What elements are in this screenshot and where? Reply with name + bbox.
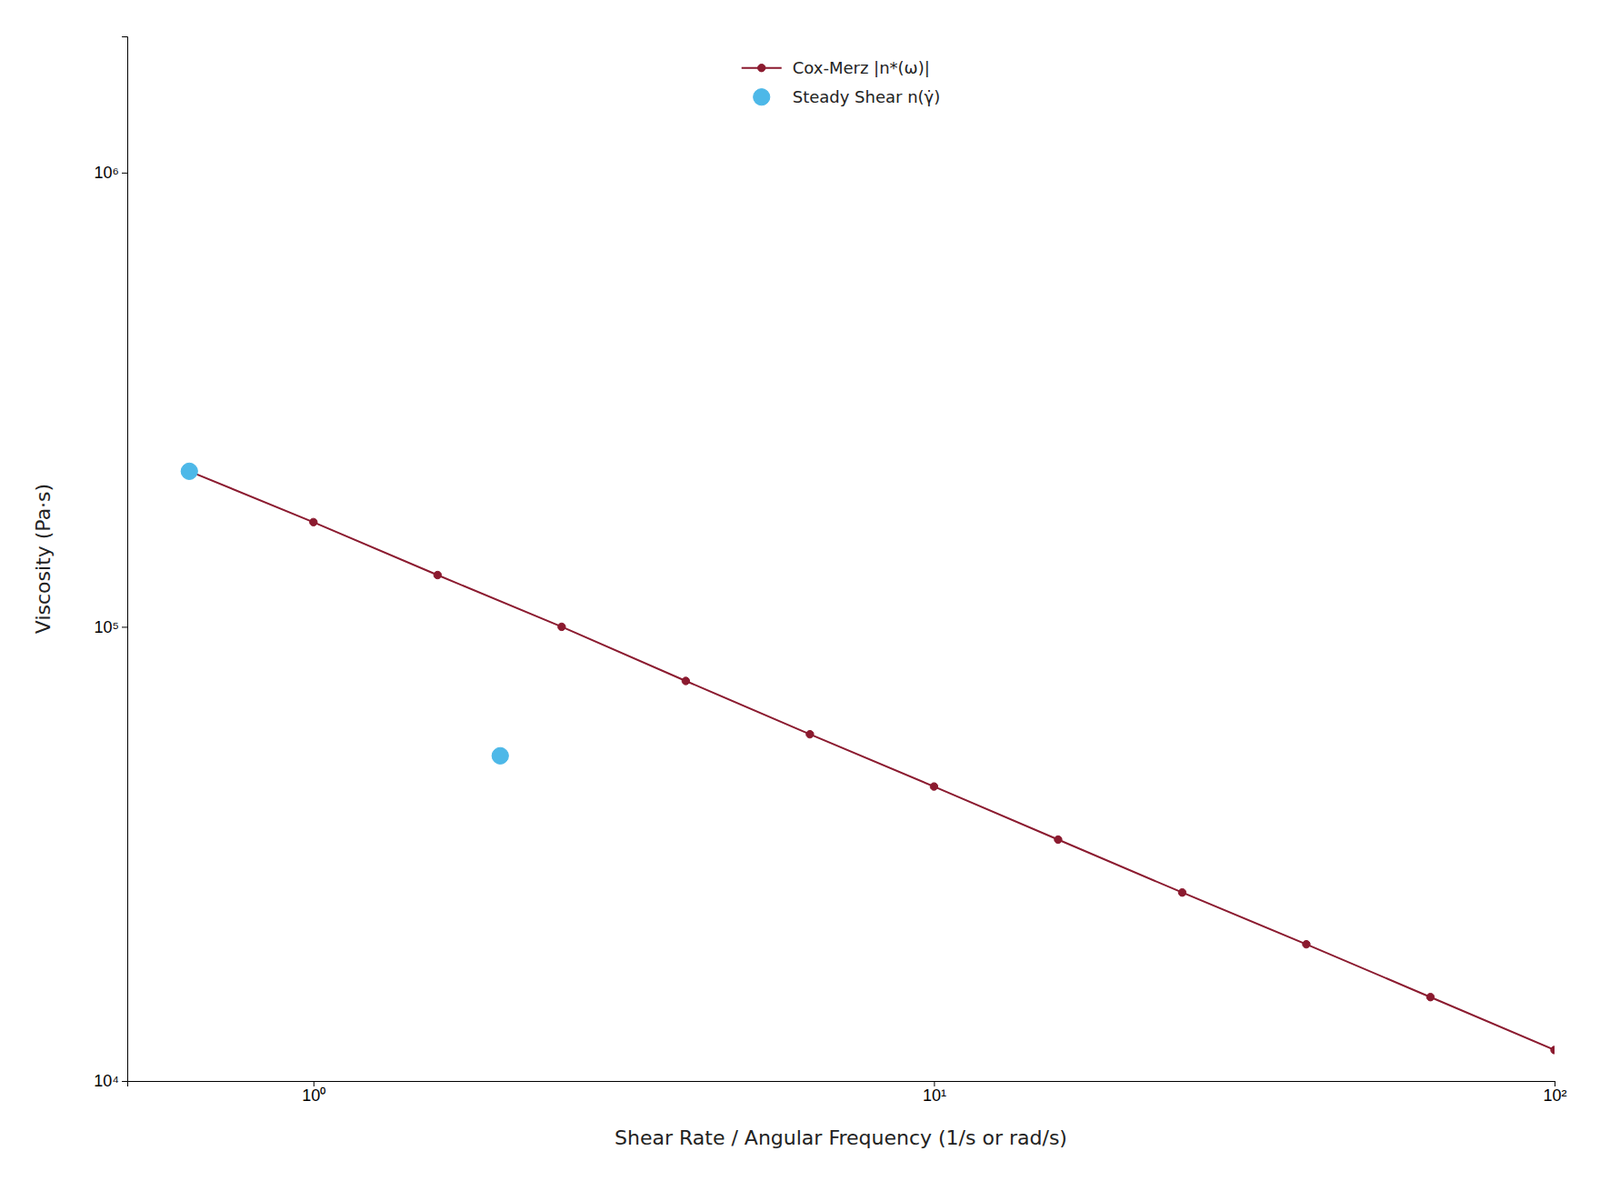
axis-line: [121, 37, 129, 1082]
point: [310, 518, 318, 526]
legend-label: Cox-Merz |n*(ω)|: [792, 58, 930, 78]
tick-mark: [121, 626, 128, 628]
tick: 10²: [1542, 1080, 1567, 1105]
tick-label: 10¹: [922, 1086, 947, 1105]
point: [1178, 889, 1186, 897]
point: [806, 730, 814, 738]
axis-line: [128, 1081, 1556, 1088]
legend-swatch: [753, 89, 770, 106]
point: [930, 782, 938, 790]
x-axis-title: Shear Rate / Angular Frequency (1/s or r…: [614, 1126, 1068, 1150]
point: [681, 677, 690, 685]
tick: 10⁴: [93, 1071, 128, 1090]
marks: [180, 462, 1555, 1054]
point: [180, 462, 198, 480]
point: [491, 747, 509, 764]
y-axis-title: Viscosity (Pa·s): [31, 483, 55, 634]
point: [1426, 993, 1434, 1001]
tick-label: 10⁶: [94, 163, 120, 182]
point: [1054, 835, 1062, 843]
point: [1550, 1046, 1555, 1054]
tick: 10⁶: [94, 163, 128, 182]
tick: 10¹: [922, 1080, 947, 1105]
legend: Cox-Merz |n*(ω)| Steady Shear n(γ̇): [741, 58, 941, 107]
tick-label: 10⁰: [301, 1086, 326, 1105]
y-axis: 10⁴ 10⁵ 10⁶: [93, 37, 128, 1091]
tick: 10⁵: [94, 618, 128, 637]
point: [1302, 940, 1310, 948]
tick-label: 10⁴: [93, 1071, 120, 1090]
legend-item: Cox-Merz |n*(ω)|: [741, 58, 930, 78]
series: [180, 462, 509, 764]
tick-mark: [121, 1080, 128, 1082]
tick-label: 10⁵: [94, 618, 120, 637]
tick-mark: [121, 172, 128, 174]
tick: 10⁰: [301, 1080, 326, 1105]
legend-swatch: [758, 64, 766, 72]
point: [433, 570, 441, 579]
legend-label: Steady Shear n(γ̇): [792, 87, 941, 107]
x-axis: 10⁰ 10¹ 10²: [128, 1080, 1568, 1105]
plot-area: 10⁰ 10¹ 10² 10⁴ 10⁵ 10⁶ Cox-Merz |n*(ω)| Steady…: [93, 37, 1567, 1105]
legend-item: Steady Shear n(γ̇): [753, 87, 941, 107]
series: [185, 467, 1555, 1054]
tick-label: 10²: [1542, 1086, 1567, 1105]
line: [189, 470, 1555, 1050]
chart: 10⁰ 10¹ 10² 10⁴ 10⁵ 10⁶ Cox-Merz |n*(ω)| Steady…: [0, 0, 1600, 1181]
point: [558, 622, 566, 630]
